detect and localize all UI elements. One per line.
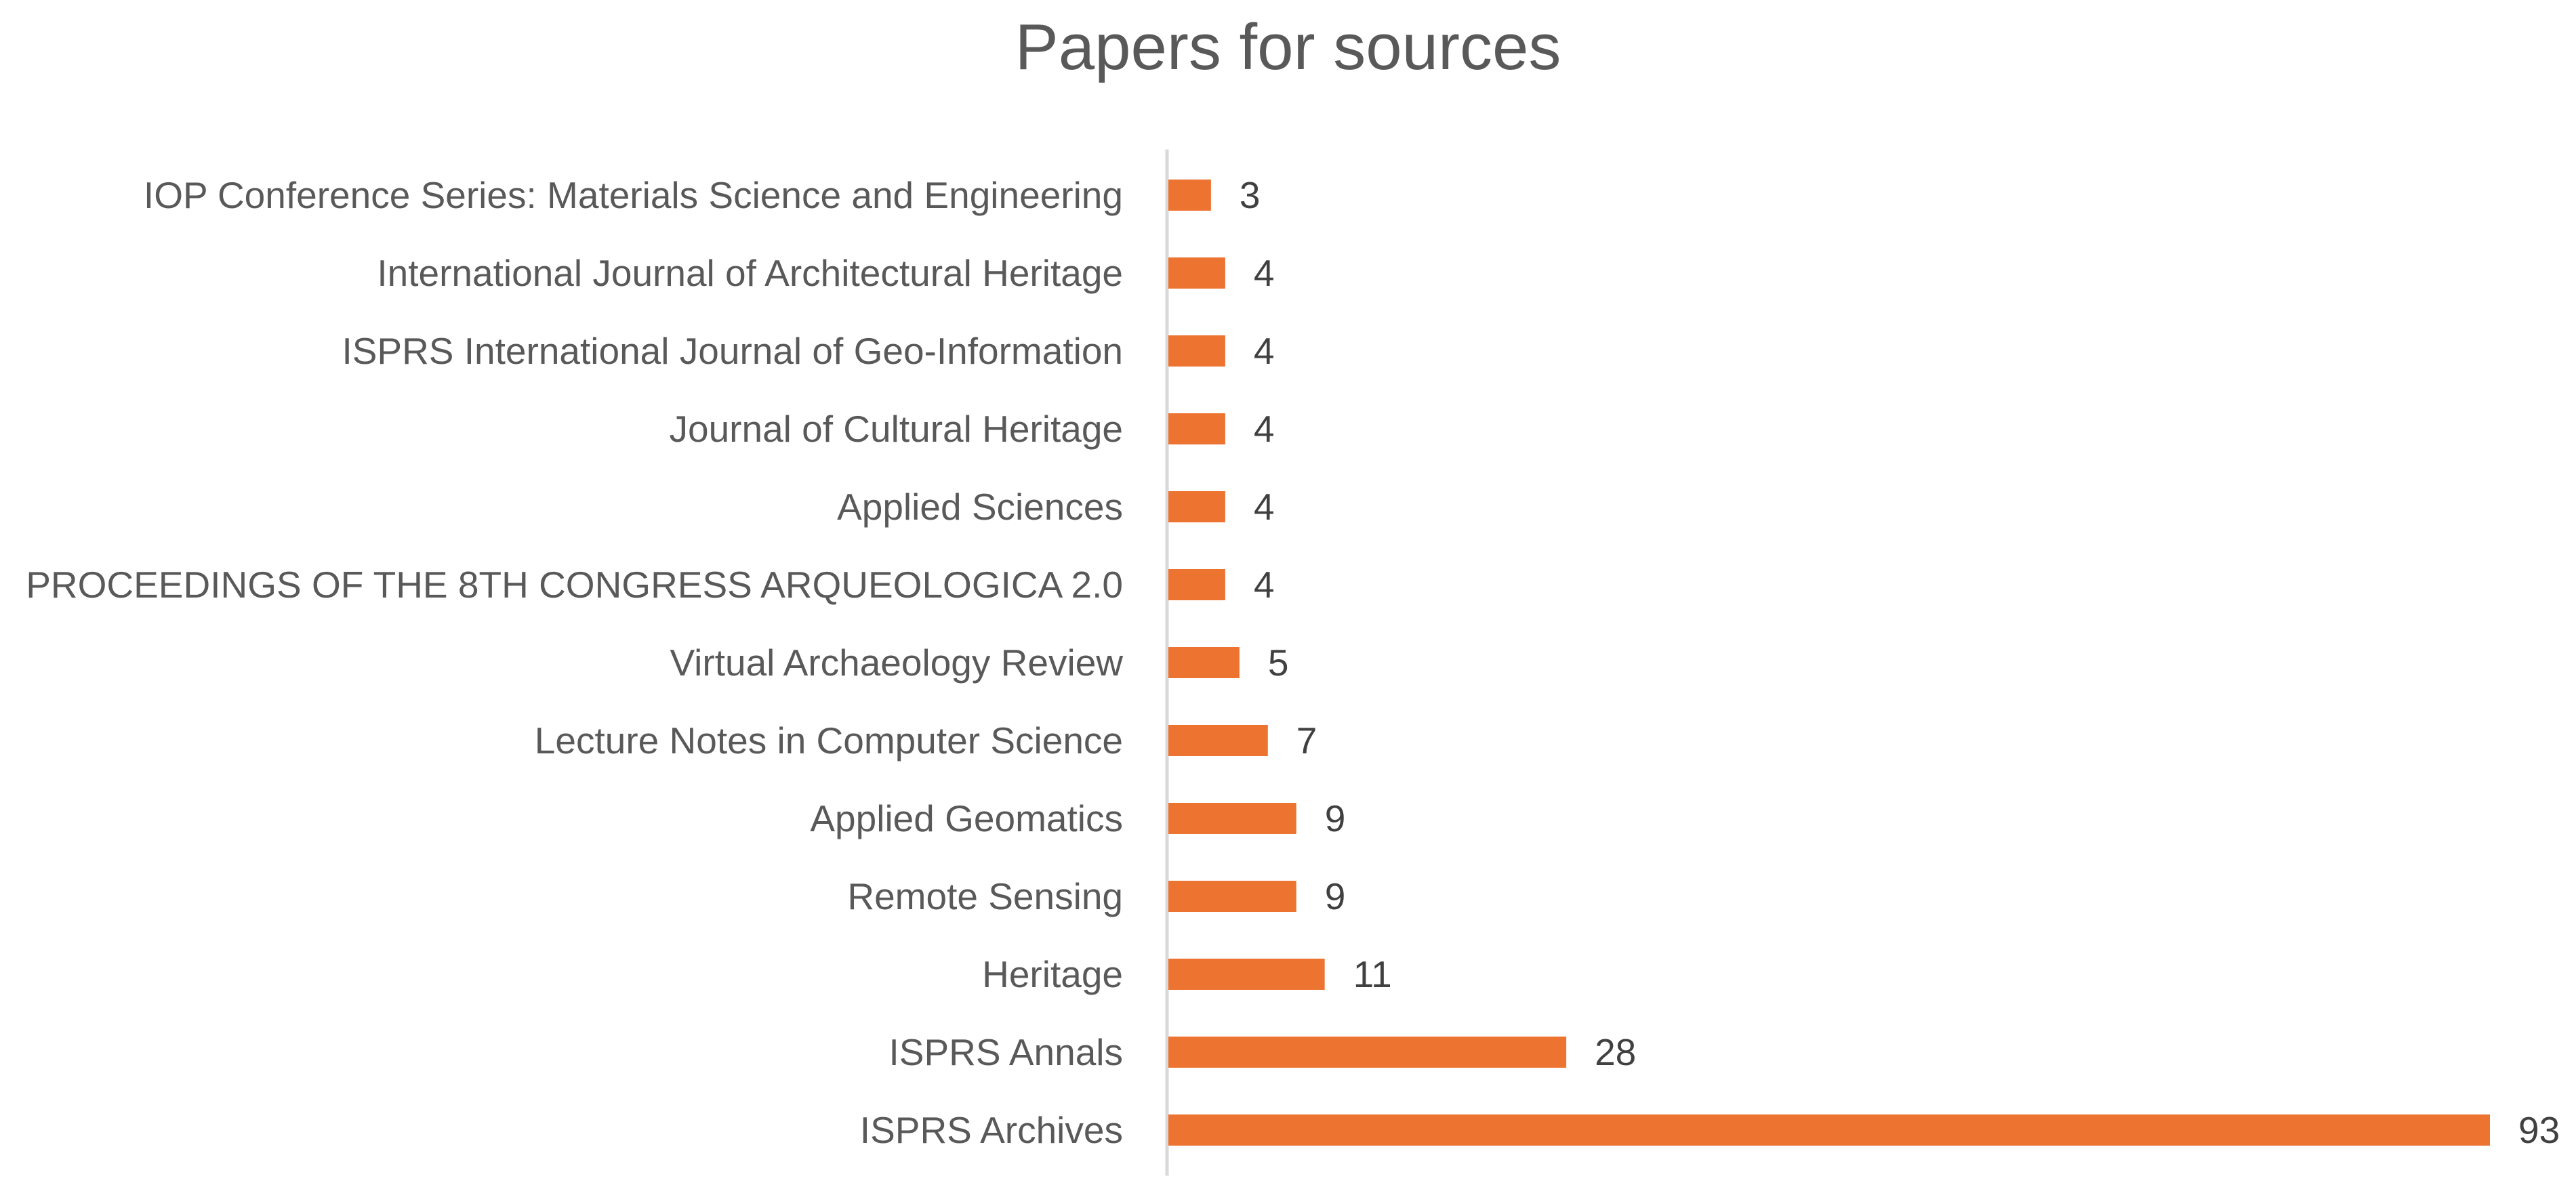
bar [1168, 959, 1325, 990]
category-label: Virtual Archaeology Review [670, 642, 1123, 684]
data-label: 4 [1254, 330, 1275, 372]
data-label: 28 [1595, 1031, 1636, 1073]
data-label: 3 [1240, 174, 1261, 216]
category-label: PROCEEDINGS OF THE 8TH CONGRESS ARQUEOLO… [26, 564, 1123, 606]
category-label: IOP Conference Series: Materials Science… [144, 174, 1123, 216]
data-label: 11 [1353, 953, 1392, 995]
data-label: 4 [1254, 564, 1275, 606]
bar [1168, 569, 1225, 600]
bar [1168, 491, 1225, 522]
bar [1168, 647, 1240, 678]
category-label: Journal of Cultural Heritage [669, 408, 1123, 450]
data-label: 9 [1325, 875, 1346, 917]
bar [1168, 257, 1225, 289]
chart-title: Papers for sources [1015, 11, 1561, 83]
bar [1168, 180, 1211, 211]
category-label: ISPRS International Journal of Geo-Infor… [342, 330, 1123, 372]
category-label: Remote Sensing [847, 875, 1123, 917]
category-label: ISPRS Archives [860, 1109, 1123, 1151]
data-label: 7 [1296, 719, 1317, 762]
bar [1168, 1037, 1567, 1068]
bar [1168, 803, 1296, 834]
data-label: 5 [1268, 642, 1289, 684]
category-label: International Journal of Architectural H… [377, 252, 1123, 294]
data-label: 9 [1325, 797, 1346, 839]
category-label: Applied Sciences [837, 486, 1123, 528]
data-label: 4 [1254, 486, 1275, 528]
bar [1168, 881, 1296, 912]
category-label: Heritage [982, 953, 1123, 995]
category-label: ISPRS Annals [889, 1031, 1123, 1073]
data-label: 4 [1254, 408, 1275, 450]
category-label: Applied Geomatics [810, 797, 1123, 839]
category-label: Lecture Notes in Computer Science [535, 719, 1123, 762]
bar [1168, 413, 1225, 444]
bar [1168, 1114, 2490, 1146]
data-label: 93 [2518, 1109, 2560, 1151]
data-label: 4 [1254, 252, 1275, 294]
bar [1168, 725, 1268, 756]
bar [1168, 335, 1225, 367]
